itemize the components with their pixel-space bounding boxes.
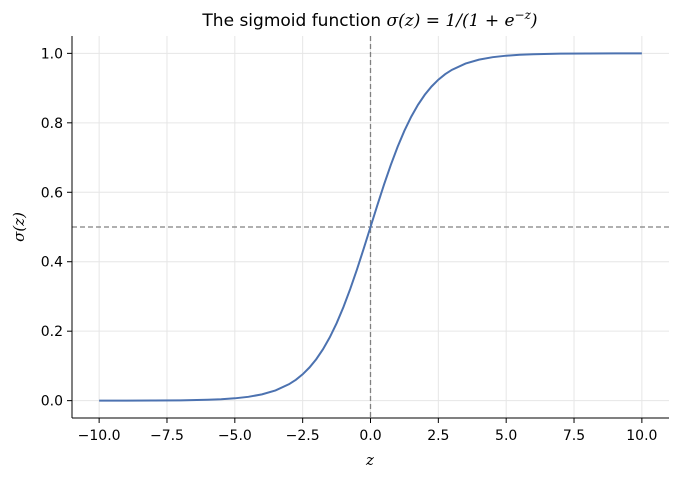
chart-title: The sigmoid function σ(z) = 1/(1 + e−z) [201,8,537,31]
x-tick-label-1: −7.5 [150,428,184,444]
chart-title-prefix: The sigmoid function [201,11,386,31]
x-tick-label-2: −5.0 [218,428,252,444]
x-tick-label-3: −2.5 [286,428,320,444]
y-tick-label-0: 0.0 [41,394,63,410]
y-axis-title: σ(z) [10,212,28,242]
chart-title-math-lhs: σ(z) = 1/(1 + [387,11,505,31]
x-tick-label-0: −10.0 [78,428,121,444]
y-tick-label-3: 0.6 [41,185,63,201]
x-tick-label-7: 7.5 [563,428,585,444]
chart-title-math-exponent: −z [515,8,532,22]
ticks: −10.0 −7.5 −5.0 −2.5 0.0 2.5 5.0 7.5 10.0 0.0 0.2 0… [41,46,658,444]
chart-title-math-base: e [504,11,514,31]
x-axis-title: z [365,451,374,469]
y-tick-label-1: 0.2 [41,324,63,340]
series-line-0 [99,52,642,402]
x-tick-label-4: 0.0 [359,428,381,444]
series-layer [99,52,642,402]
x-tick-label-6: 5.0 [495,428,517,444]
y-tick-label-2: 0.4 [41,255,63,271]
x-tick-label-5: 2.5 [427,428,449,444]
chart-title-math-close: ) [530,11,538,31]
x-tick-label-8: 10.0 [626,428,657,444]
y-tick-label-5: 1.0 [41,46,63,62]
y-tick-label-4: 0.8 [41,116,63,132]
